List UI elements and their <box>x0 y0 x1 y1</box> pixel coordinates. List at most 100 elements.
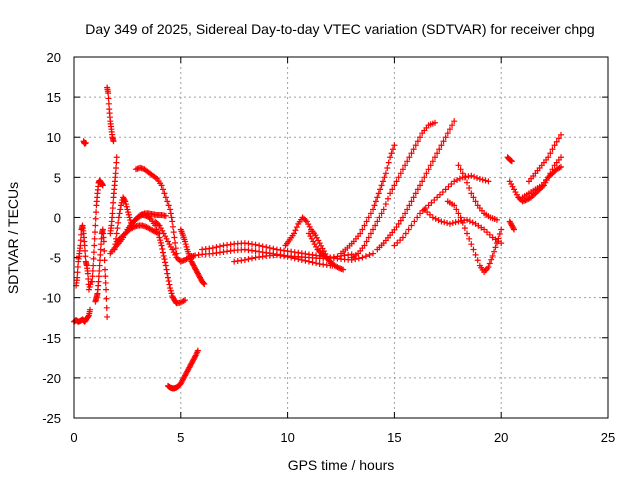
data-point <box>459 170 466 177</box>
series-arc-29 <box>506 218 518 233</box>
data-point <box>406 154 413 161</box>
series-arc-4 <box>89 177 106 285</box>
data-point <box>493 216 500 223</box>
data-point <box>355 255 362 262</box>
data-point <box>359 254 366 261</box>
data-point <box>201 281 208 288</box>
data-point <box>414 186 421 193</box>
data-point <box>194 347 201 354</box>
data-point <box>431 119 438 126</box>
data-point <box>451 178 458 185</box>
data-point <box>74 269 81 276</box>
y-tick-label: -15 <box>42 331 61 346</box>
data-point <box>82 253 89 260</box>
data-point <box>466 185 473 192</box>
data-point <box>446 220 453 227</box>
data-point <box>397 217 404 224</box>
data-point <box>245 256 252 263</box>
axis-ticks <box>73 56 609 419</box>
data-point <box>252 241 259 248</box>
data-point <box>366 251 373 258</box>
data-point <box>511 226 518 233</box>
data-point <box>397 170 404 177</box>
y-tick-label: 5 <box>54 170 61 185</box>
data-point <box>417 182 424 189</box>
data-point <box>440 138 447 145</box>
data-point <box>77 237 84 244</box>
data-point <box>549 166 556 173</box>
data-point <box>486 231 493 238</box>
data-point <box>113 159 120 166</box>
data-point <box>459 219 466 226</box>
data-point <box>118 199 125 206</box>
data-point <box>270 245 277 252</box>
data-point <box>162 262 169 269</box>
data-point <box>164 270 171 277</box>
data-point <box>103 286 110 293</box>
series-arc-9 <box>111 194 135 253</box>
data-point <box>113 154 120 161</box>
data-point <box>421 174 428 181</box>
x-tick-labels: 0 5 10 15 20 25 <box>70 430 615 445</box>
data-point <box>408 222 415 229</box>
data-point <box>405 226 412 233</box>
y-tick-label: -10 <box>42 291 61 306</box>
data-point <box>166 281 173 288</box>
data-point <box>372 222 379 229</box>
data-point <box>464 216 471 223</box>
data-point <box>382 170 389 177</box>
data-point <box>374 194 381 201</box>
data-point <box>444 220 451 227</box>
data-point <box>167 206 174 213</box>
data-point <box>481 226 488 233</box>
data-point <box>453 206 460 213</box>
data-point <box>370 226 377 233</box>
data-point <box>291 230 298 237</box>
data-point <box>95 273 102 280</box>
data-point <box>164 198 171 205</box>
data-point <box>434 150 441 157</box>
data-point <box>428 199 435 206</box>
data-point <box>547 170 554 177</box>
data-point <box>363 218 370 225</box>
y-tick-label: 20 <box>47 50 61 65</box>
data-point <box>468 241 475 248</box>
data-point <box>435 217 442 224</box>
data-point <box>295 256 302 263</box>
data-point <box>112 170 119 177</box>
data-point <box>545 154 552 161</box>
data-point <box>170 229 177 236</box>
data-point <box>365 214 372 221</box>
data-point <box>125 209 132 216</box>
series-arc-23 <box>374 118 458 253</box>
data-point <box>167 210 174 217</box>
data-point <box>363 238 370 245</box>
data-point <box>558 163 565 170</box>
y-tick-label: -5 <box>49 251 61 266</box>
data-point <box>157 239 164 246</box>
y-tick-label: 10 <box>47 130 61 145</box>
x-tick-label: 10 <box>280 430 294 445</box>
data-point <box>159 245 166 252</box>
data-point <box>410 194 417 201</box>
data-point <box>402 230 409 237</box>
data-point <box>127 219 134 226</box>
data-point <box>408 150 415 157</box>
data-point <box>547 150 554 157</box>
data-point <box>126 214 133 221</box>
data-point <box>441 219 448 226</box>
data-point <box>102 273 109 280</box>
data-point <box>124 206 131 213</box>
data-point <box>406 202 413 209</box>
data-point <box>370 206 377 213</box>
data-point <box>123 203 130 210</box>
data-point <box>449 122 456 129</box>
data-point <box>182 238 189 245</box>
data-point <box>417 134 424 141</box>
series-arc-7 <box>107 154 120 237</box>
data-point <box>474 257 481 264</box>
data-point <box>92 222 99 229</box>
data-point <box>483 229 490 236</box>
data-point <box>115 219 122 226</box>
data-point <box>508 158 515 165</box>
